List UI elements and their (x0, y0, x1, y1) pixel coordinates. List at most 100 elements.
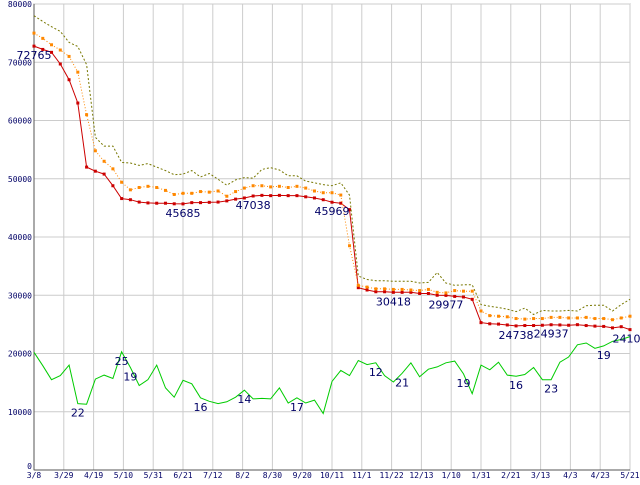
series-point-0 (480, 321, 483, 324)
x-tick-label: 5/10 (114, 471, 133, 480)
series-point-0 (523, 324, 526, 327)
series-point-0 (252, 195, 255, 198)
series-point-1 (374, 287, 377, 290)
series-point-0 (287, 194, 290, 197)
x-tick-label: 6/21 (173, 471, 192, 480)
series-point-0 (558, 323, 561, 326)
series-point-0 (103, 173, 106, 176)
series-point-0 (436, 294, 439, 297)
series-point-0 (506, 323, 509, 326)
series-point-1 (252, 184, 255, 187)
series-point-1 (190, 192, 193, 195)
series-point-0 (146, 201, 149, 204)
series-point-1 (401, 288, 404, 291)
series-point-0 (164, 202, 167, 205)
series-point-1 (120, 181, 123, 184)
series-point-0 (313, 196, 316, 199)
series-point-1 (111, 167, 114, 170)
data-label: 17 (290, 401, 304, 414)
series-point-1 (471, 290, 474, 293)
y-tick-label: 0 (27, 462, 32, 471)
data-label: 25 (115, 355, 129, 368)
series-point-0 (85, 166, 88, 169)
series-point-1 (567, 316, 570, 319)
series-point-0 (182, 202, 185, 205)
y-tick-label: 40000 (8, 233, 32, 242)
series-point-1 (225, 195, 228, 198)
x-tick-label: 3/13 (531, 471, 550, 480)
data-label: 16 (194, 401, 208, 414)
series-point-0 (138, 201, 141, 204)
series-point-1 (304, 187, 307, 190)
x-tick-label: 1/10 (442, 471, 461, 480)
data-label: 24738 (499, 329, 534, 342)
series-point-1 (348, 244, 351, 247)
series-point-0 (383, 290, 386, 293)
x-tick-label: 5/31 (144, 471, 163, 480)
x-tick-label: 7/12 (203, 471, 222, 480)
series-point-1 (576, 316, 579, 319)
series-point-1 (409, 289, 412, 292)
series-point-1 (269, 185, 272, 188)
series-point-0 (155, 202, 158, 205)
series-point-0 (611, 326, 614, 329)
series-point-0 (515, 324, 518, 327)
series-point-0 (629, 328, 632, 331)
data-label: 30418 (376, 295, 411, 308)
series-point-0 (120, 197, 123, 200)
x-tick-label: 8/30 (263, 471, 282, 480)
data-label: 19 (456, 377, 470, 390)
series-point-0 (322, 198, 325, 201)
series-point-1 (515, 317, 518, 320)
series-point-0 (94, 170, 97, 173)
series-point-0 (304, 195, 307, 198)
series-point-1 (427, 288, 430, 291)
series-point-1 (558, 316, 561, 319)
x-tick-label: 3/29 (54, 471, 73, 480)
series-point-1 (103, 160, 106, 163)
series-point-1 (322, 191, 325, 194)
x-tick-label: 11/1 (352, 471, 371, 480)
data-label: 19 (123, 370, 137, 383)
series-point-1 (392, 288, 395, 291)
y-tick-label: 10000 (8, 408, 32, 417)
series-point-1 (593, 317, 596, 320)
series-point-1 (357, 284, 360, 287)
series-point-1 (550, 316, 553, 319)
series-point-1 (234, 190, 237, 193)
series-point-1 (260, 184, 263, 187)
data-label: 29977 (428, 298, 463, 311)
x-tick-label: 4/19 (84, 471, 103, 480)
y-tick-label: 60000 (8, 117, 32, 126)
series-point-0 (199, 201, 202, 204)
series-point-1 (94, 149, 97, 152)
x-tick-label: 1/31 (471, 471, 490, 480)
data-label: 19 (597, 349, 611, 362)
x-tick-label: 9/20 (293, 471, 312, 480)
y-tick-label: 30000 (8, 291, 32, 300)
series-point-1 (33, 32, 36, 35)
series-point-0 (366, 289, 369, 292)
series-point-1 (164, 189, 167, 192)
series-point-1 (50, 43, 53, 46)
x-tick-label: 10/11 (320, 471, 344, 480)
series-point-1 (523, 318, 526, 321)
data-label: 14 (237, 393, 251, 406)
x-tick-label: 12/13 (409, 471, 433, 480)
x-tick-label: 11/22 (380, 471, 404, 480)
series-point-0 (33, 45, 36, 48)
series-point-0 (427, 292, 430, 295)
series-point-1 (629, 315, 632, 318)
series-point-0 (76, 102, 79, 105)
series-point-0 (488, 322, 491, 325)
series-point-0 (392, 291, 395, 294)
series-point-0 (418, 292, 421, 295)
series-point-1 (436, 291, 439, 294)
series-point-0 (602, 325, 605, 328)
data-label: 24937 (534, 328, 569, 341)
series-point-1 (611, 318, 614, 321)
series-point-1 (383, 287, 386, 290)
series-point-1 (480, 309, 483, 312)
